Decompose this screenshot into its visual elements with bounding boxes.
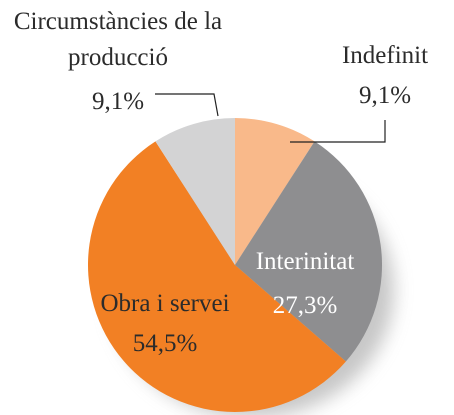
pie-slice (155, 118, 235, 265)
slice-label: Obra i servei (100, 290, 230, 317)
leader-line (290, 120, 386, 143)
pie-slice (235, 141, 382, 362)
slice-label: Interinitat (255, 248, 355, 275)
slices (87, 118, 382, 412)
pie-slice (235, 118, 315, 265)
slice-label: Circumstàncies de la producció (13, 8, 223, 71)
value-label: 54,5% (132, 330, 198, 357)
slice-label: Indefinit (341, 42, 429, 69)
value-label: 9,1% (358, 82, 412, 109)
leader-line (155, 93, 219, 117)
value-label: 27,3% (272, 292, 338, 319)
pie-slice (87, 141, 346, 412)
value-label: 9,1% (91, 88, 145, 115)
